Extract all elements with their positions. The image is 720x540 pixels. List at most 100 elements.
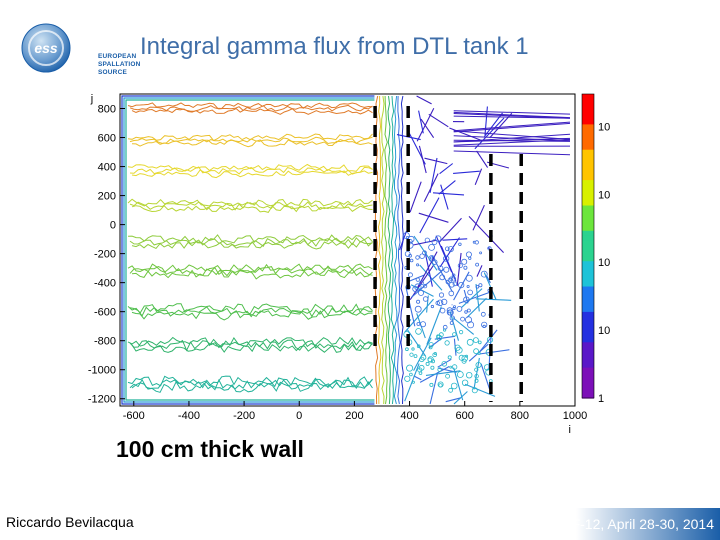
noise-contour-blob — [409, 258, 414, 263]
noise-contour-blob — [419, 356, 425, 363]
noise-contour-blob — [428, 243, 436, 251]
colorbar-band — [582, 200, 594, 207]
streak-contour — [453, 139, 571, 142]
noise-contour-blob — [461, 379, 469, 386]
noise-contour-blob — [411, 380, 415, 384]
noise-contour-blob — [475, 361, 482, 368]
noise-contour-blob — [478, 283, 483, 288]
streak-contour — [453, 139, 571, 146]
noise-contour-blob — [442, 324, 448, 330]
contour-level-370 — [129, 166, 373, 175]
scattered-contour-segment — [442, 238, 468, 241]
noise-contour-blob — [413, 354, 418, 359]
noise-contour-blob — [428, 345, 433, 350]
noise-contour-blob — [406, 364, 414, 372]
colorbar-band — [582, 230, 594, 237]
contour-boundary — [121, 95, 375, 405]
noise-contour-blob — [419, 253, 425, 259]
noise-contour-blob — [449, 365, 453, 369]
scattered-contour-segment — [466, 297, 487, 318]
noise-contour-blob — [433, 351, 437, 355]
x-axis-label: i — [569, 424, 571, 436]
scattered-contour-segment — [396, 134, 421, 141]
colorbar-tick-label: 103 — [598, 186, 610, 201]
colorbar-tick-label: 10 — [598, 325, 610, 337]
scattered-contour-segment — [438, 180, 456, 195]
colorbar-band — [582, 134, 594, 141]
colorbar-band — [582, 94, 594, 100]
scattered-contour-segment — [475, 298, 512, 301]
colorbar-band — [582, 311, 594, 318]
colorbar-band — [582, 205, 594, 212]
noise-contour-blob — [446, 309, 453, 316]
noise-contour-blob — [480, 270, 488, 278]
noise-contour-blob — [475, 285, 480, 289]
noise-contour-blob — [409, 372, 413, 377]
scattered-contour-segment — [409, 264, 435, 301]
scattered-contour-segment — [418, 212, 449, 223]
scattered-contour-segment — [418, 110, 424, 134]
noise-contour-blob — [460, 316, 466, 322]
colorbar-band — [582, 296, 594, 303]
streak-contour — [453, 111, 571, 119]
noise-contour-blob — [418, 371, 423, 375]
y-tick-label: -600 — [94, 307, 116, 319]
scattered-contour-segment — [479, 349, 510, 355]
noise-contour-blob — [452, 281, 458, 287]
contour-level--320 — [131, 268, 373, 280]
scattered-contour-segment — [475, 283, 480, 312]
contour-level--320 — [127, 263, 373, 273]
colorbar-band — [582, 316, 594, 323]
scattered-contour-segment — [399, 231, 407, 251]
colorbar-band — [582, 372, 594, 379]
figure-caption: 100 cm thick wall — [116, 436, 304, 462]
scattered-contour-segment — [425, 370, 461, 376]
colorbar-band — [582, 185, 594, 191]
colorbar-tick: 1 — [598, 393, 604, 405]
ess-logo-mark: ess — [21, 23, 71, 73]
wall-gradient-contour — [397, 95, 401, 405]
noise-contour-blob — [449, 315, 455, 321]
noise-contour-blob — [425, 361, 430, 366]
wall-gradient-contour — [390, 95, 395, 405]
scattered-contour-segment — [464, 383, 496, 397]
streak-contour — [453, 135, 571, 142]
scattered-contour-segment — [413, 337, 432, 371]
y-tick-label: 400 — [98, 162, 116, 174]
logo-line-1: EUROPEAN — [98, 53, 137, 60]
scattered-contour-segment — [472, 204, 485, 231]
contour-level-370 — [131, 169, 373, 179]
colorbar-band — [582, 251, 594, 257]
colorbar-tick-label: 102 — [598, 254, 610, 269]
x-tick-label: -400 — [178, 410, 200, 422]
noise-contour-blob — [464, 310, 468, 314]
noise-contour-blob — [439, 274, 446, 281]
scattered-contour-segment — [473, 357, 480, 390]
colorbar-band — [582, 271, 594, 277]
noise-contour-blob — [427, 356, 434, 363]
scattered-contour-segment — [437, 358, 452, 368]
noise-contour-blob — [486, 336, 494, 343]
x-tick-label: 1000 — [563, 410, 587, 422]
y-tick-label: -1200 — [88, 394, 116, 406]
noise-contour-blob — [424, 237, 430, 243]
contour-level--120 — [127, 234, 373, 244]
y-tick-label: -800 — [94, 336, 116, 348]
noise-contour-blob — [457, 263, 463, 269]
colorbar-band — [582, 281, 594, 288]
noise-contour-blob — [445, 279, 450, 285]
scattered-contour-segment — [486, 275, 491, 284]
logo-line-2: SPALLATION — [98, 61, 141, 68]
wall-gradient-contour — [400, 95, 404, 405]
colorbar-band — [582, 286, 594, 293]
scattered-contour-segment — [483, 272, 497, 300]
noise-contour-blob — [458, 354, 465, 361]
colorbar-band — [582, 220, 594, 227]
noise-contour-blob — [429, 256, 433, 260]
colorbar-band — [582, 367, 594, 374]
noise-contour-blob — [466, 284, 470, 288]
noise-contour-blob — [452, 332, 457, 337]
noise-contour-blob — [430, 304, 434, 309]
y-tick-label: 200 — [98, 191, 116, 203]
noise-contour-blob — [454, 344, 461, 351]
